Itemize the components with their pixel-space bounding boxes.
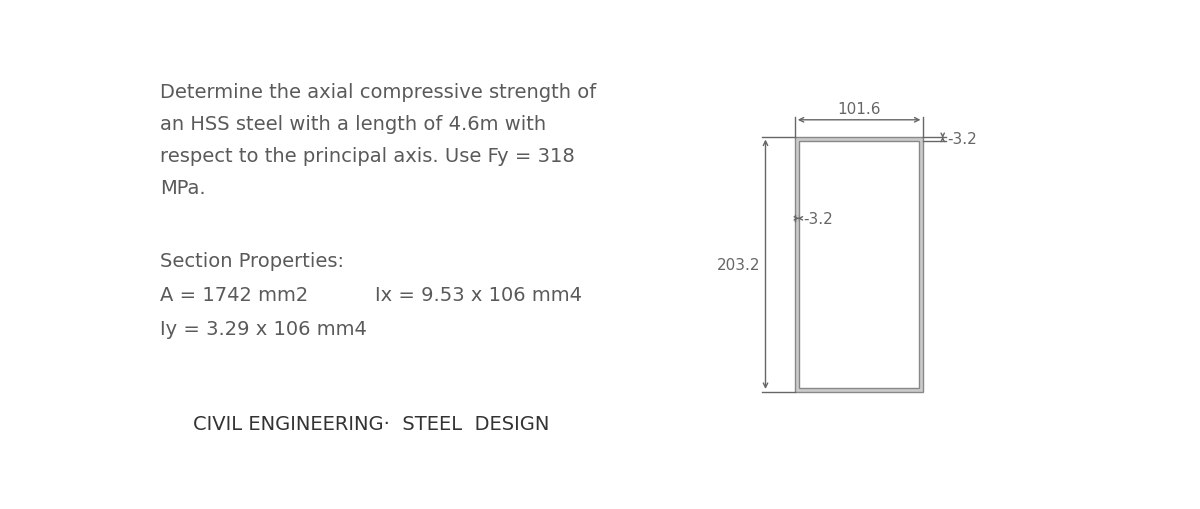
Text: CIVIL ENGINEERING·  STEEL  DESIGN: CIVIL ENGINEERING· STEEL DESIGN [193,415,550,434]
Text: Iy = 3.29 x 106 mm4: Iy = 3.29 x 106 mm4 [160,319,367,338]
Text: Section Properties:: Section Properties: [160,251,344,271]
Text: Determine the axial compressive strength of: Determine the axial compressive strength… [160,82,596,102]
Text: 101.6: 101.6 [838,102,881,117]
Text: respect to the principal axis. Use Fy = 318: respect to the principal axis. Use Fy = … [160,147,575,165]
Text: -3.2: -3.2 [947,132,977,147]
Text: 203.2: 203.2 [716,257,760,272]
Text: A = 1742 mm2: A = 1742 mm2 [160,286,308,304]
Text: Ix = 9.53 x 106 mm4: Ix = 9.53 x 106 mm4 [374,286,582,304]
Text: MPa.: MPa. [160,178,205,197]
Text: -3.2: -3.2 [804,211,833,227]
Bar [794,137,923,392]
Bar [799,142,919,388]
Text: an HSS steel with a length of 4.6m with: an HSS steel with a length of 4.6m with [160,115,546,133]
